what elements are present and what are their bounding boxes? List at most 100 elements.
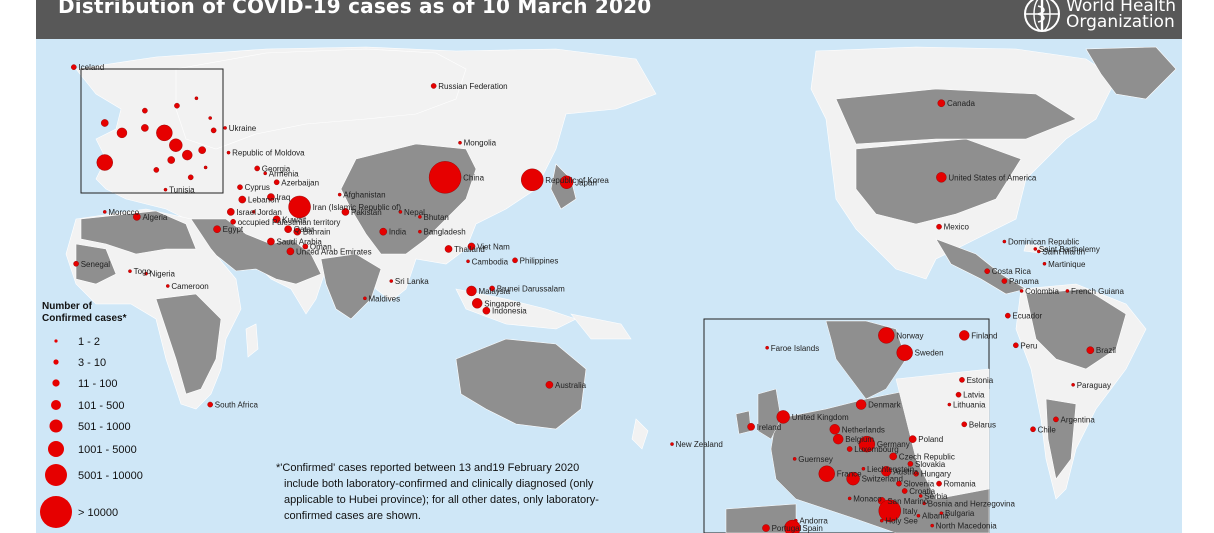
country-label: Iceland [78,63,104,72]
country-label: Israel [236,208,256,217]
case-bubble-finland [959,330,970,341]
country-label: Slovakia [915,460,946,469]
land-new-guinea [570,313,632,340]
case-bubble-philippines [512,257,518,264]
case-bubble-brunei-darussalam [489,285,495,292]
country-label: Peru [1020,341,1037,350]
country-label: Pakistan [351,208,382,217]
case-bubble-new-zealand [670,442,674,446]
case-bubble-mexico [936,223,942,230]
case-bubble-europe [142,107,148,114]
case-bubble-azerbaijan [273,179,280,186]
case-bubble-singapore [472,298,483,309]
country-label: Cameroon [171,282,208,291]
case-bubble-chile [1030,426,1036,433]
header-bar: Distribution of COVID-19 cases as of 10 … [36,0,1182,39]
country-label: Georgia [262,164,291,173]
case-bubble-belgium [833,433,844,445]
case-bubble-cyprus [237,184,243,190]
country-label: Jordan [257,208,281,217]
country-label: Slovenia [904,480,935,489]
country-label: Singapore [484,299,521,308]
land-indonesia [455,288,577,330]
footnote: *'Confirmed' cases reported between 13 a… [276,462,599,522]
inset-uk [757,388,782,440]
country-label: Portugal [772,524,802,533]
case-bubble-bosnia-and-herzegovina [922,501,926,506]
land-australia [455,338,587,430]
country-label: Mongolia [464,139,497,148]
country-label: Argentina [1061,415,1096,424]
country-label: Indonesia [492,307,527,316]
case-bubble-bangladesh [418,229,422,234]
country-label: Croatia [909,487,935,496]
case-bubble-togo [128,269,132,273]
country-label: Ireland [757,423,781,432]
country-label: Latvia [963,391,985,400]
country-label: Mexico [944,223,970,232]
country-label: Romania [944,480,977,489]
case-bubble-slovakia [907,461,914,467]
case-bubble-french-guiana [1065,289,1070,293]
country-label: France [837,470,862,479]
country-label: Monaco [853,494,882,503]
case-bubble-united-states-of-america [936,172,947,183]
country-label: Martinique [1048,260,1086,269]
case-bubble-armenia [263,171,267,176]
country-label: South Africa [215,401,259,410]
legend-title-line2: Confirmed cases* [42,313,127,324]
country-label: United Arab Emirates [296,247,372,256]
case-bubble-maldives [363,296,367,301]
country-label: Germany [877,440,910,449]
legend-title-line1: Number of [42,301,93,312]
land-canada [835,88,1077,145]
case-bubble-bulgaria [939,511,944,516]
case-bubble-occupied-palestinian-territory [230,218,236,225]
case-bubble-ireland [747,422,755,431]
case-bubble-guernsey [792,457,797,461]
country-label: Switzerland [862,475,903,484]
inset-iberia [725,503,797,533]
land-west-africa [75,243,117,285]
map-title: Distribution of COVID-19 cases as of 10 … [58,0,652,18]
case-bubble-sweden [896,344,913,361]
case-bubble-lebanon [238,195,247,204]
inset-eastern-europe [895,368,990,500]
footnote-line2: include both laboratory-confirmed and cl… [284,478,594,490]
case-bubble-thailand [444,245,453,253]
country-label: Japan [575,178,597,187]
country-label: Philippines [520,256,559,265]
legend-bubble [45,464,67,486]
case-bubble-czech-republic [889,452,898,461]
country-label: Cyprus [245,183,270,192]
case-bubble-europe [174,102,180,109]
case-bubble-qatar [284,225,292,233]
case-bubble-morocco [102,210,107,214]
country-label: Poland [918,435,943,444]
country-label: New Zealand [676,440,723,449]
case-bubble-europe [169,138,183,152]
land-middle-east [185,218,322,285]
country-label: Saudi Arabia [277,238,323,247]
country-label: Chile [1038,425,1057,434]
case-bubble-europe [100,119,109,127]
country-label: Afghanistan [343,191,385,200]
case-bubble-peru [1013,342,1019,349]
who-logo: World Health Organization [1022,0,1176,34]
country-label: Cambodia [472,257,509,266]
case-bubble-switzerland [846,471,860,486]
case-bubble-france [818,465,835,482]
legend: Number of Confirmed cases* 1 - 2 3 - 10 11… [40,301,143,528]
country-label: Sri Lanka [395,277,429,286]
country-label: Netherlands [842,425,885,434]
legend-bubble [48,441,64,457]
country-label: Iraq [277,193,291,202]
case-bubble-ecuador [1005,312,1011,319]
legend-label: 5001 - 10000 [78,470,143,482]
land-madagascar [245,323,259,358]
land-africa-north-affected [80,210,197,255]
country-label: Brunei Darussalam [497,284,565,293]
country-label: Finland [971,331,997,340]
case-bubble-romania [936,480,942,487]
case-bubble-tunisia [163,187,168,192]
